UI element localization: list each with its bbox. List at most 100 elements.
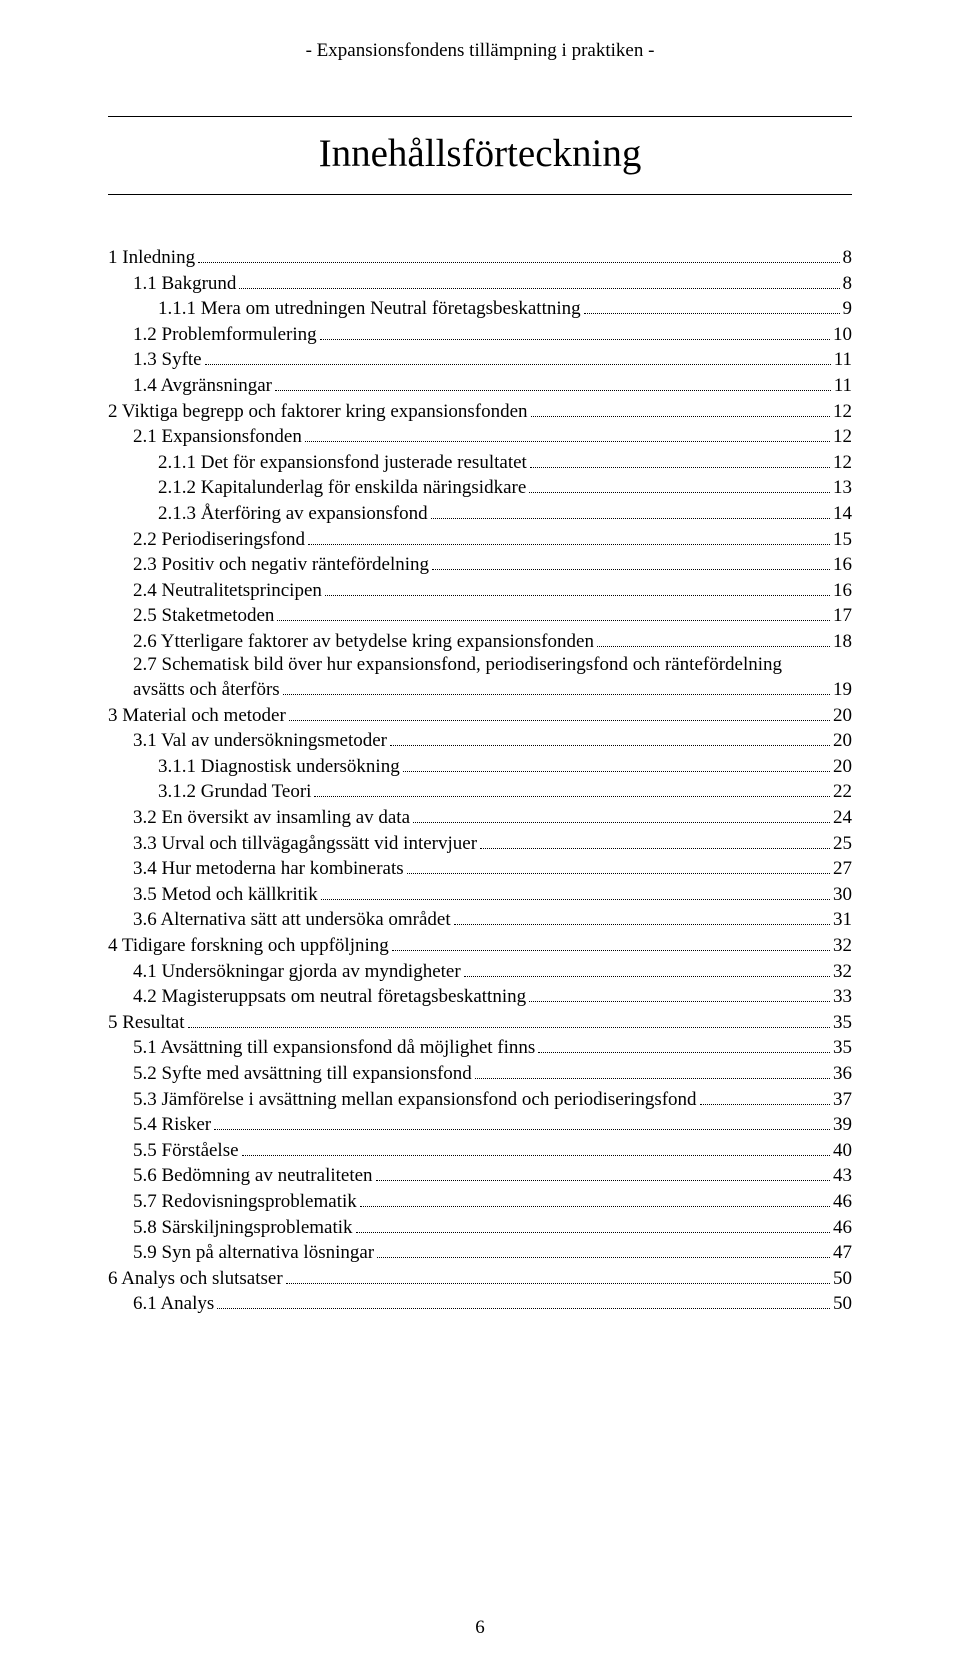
toc-page-number: 20	[833, 706, 852, 725]
toc-entry: 5.5 Förståelse 40	[108, 1138, 852, 1160]
toc-page-number: 16	[833, 555, 852, 574]
toc-entry: 3.1.2 Grundad Teori22	[108, 779, 852, 801]
toc-page-number: 33	[833, 987, 852, 1006]
toc-leader	[283, 677, 830, 695]
toc-entry: 2.6 Ytterligare faktorer av betydelse kr…	[108, 629, 852, 651]
toc-leader	[214, 1112, 830, 1130]
toc-entry: 3 Material och metoder 20	[108, 703, 852, 725]
toc-entry: 3.3 Urval och tillvägagångssätt vid inte…	[108, 831, 852, 853]
toc-leader	[198, 245, 839, 263]
toc-leader	[289, 703, 830, 721]
toc-label: 6.1 Analys	[133, 1294, 214, 1313]
toc-entry: 5.8 Särskiljningsproblematik46	[108, 1214, 852, 1236]
toc-label: 6 Analys och slutsatser	[108, 1269, 283, 1288]
toc-leader	[454, 907, 830, 925]
toc-label: 2.6 Ytterligare faktorer av betydelse kr…	[133, 632, 594, 651]
toc-entry: 3.2 En översikt av insamling av data24	[108, 805, 852, 827]
toc-label: 4.1 Undersökningar gjorda av myndigheter	[133, 962, 461, 981]
toc-entry: 5.3 Jämförelse i avsättning mellan expan…	[108, 1087, 852, 1109]
toc-leader	[217, 1291, 830, 1309]
toc-page-number: 30	[833, 885, 852, 904]
toc-page-number: 32	[833, 962, 852, 981]
toc-page-number: 43	[833, 1166, 852, 1185]
toc-label: 3.1.1 Diagnostisk undersökning	[158, 757, 400, 776]
toc-label: 5.9 Syn på alternativa lösningar	[133, 1243, 374, 1262]
toc-leader	[308, 527, 830, 545]
toc-label: 2.1 Expansionsfonden	[133, 427, 302, 446]
toc-leader	[464, 959, 830, 977]
toc-label: 1.1.1 Mera om utredningen Neutral företa…	[158, 299, 581, 318]
toc-page-number: 18	[833, 632, 852, 651]
toc-entry: 2.7 Schematisk bild över hur expansionsf…	[108, 655, 852, 674]
toc-label: 5.5 Förståelse	[133, 1141, 239, 1160]
toc-page-number: 32	[833, 936, 852, 955]
toc-label: 4 Tidigare forskning och uppföljning	[108, 936, 389, 955]
toc-entry: 5.2 Syfte med avsättning till expansions…	[108, 1061, 852, 1083]
toc-label: 3.1.2 Grundad Teori	[158, 782, 311, 801]
toc-page-number: 24	[833, 808, 852, 827]
toc-leader	[475, 1061, 830, 1079]
toc-leader	[584, 296, 840, 314]
toc-leader	[390, 728, 830, 746]
toc-label: 1.2 Problemformulering	[133, 325, 317, 344]
toc-entry: 5 Resultat 35	[108, 1010, 852, 1032]
toc-page-number: 19	[833, 680, 852, 699]
toc-leader	[376, 1163, 830, 1181]
toc-page-number: 47	[833, 1243, 852, 1262]
toc-label: 3.6 Alternativa sätt att undersöka områd…	[133, 910, 451, 929]
toc-entry: 6 Analys och slutsatser50	[108, 1266, 852, 1288]
toc-label: 3.5 Metod och källkritik	[133, 885, 318, 904]
toc-page-number: 35	[833, 1038, 852, 1057]
toc-label: 5 Resultat	[108, 1013, 185, 1032]
page-title: Innehållsförteckning	[108, 131, 852, 176]
toc-label: 5.1 Avsättning till expansionsfond då mö…	[133, 1038, 535, 1057]
toc-entry: 2.1.2 Kapitalunderlag för enskilda närin…	[108, 475, 852, 497]
toc-label: 3.3 Urval och tillvägagångssätt vid inte…	[133, 834, 477, 853]
toc-entry: 1.1 Bakgrund8	[108, 271, 852, 293]
toc-leader	[205, 347, 831, 365]
toc-label: avsätts och återförs	[133, 680, 280, 699]
toc-page-number: 11	[834, 350, 852, 369]
toc-page-number: 16	[833, 581, 852, 600]
toc-page-number: 40	[833, 1141, 852, 1160]
table-of-contents: 1 Inledning81.1 Bakgrund81.1.1 Mera om u…	[108, 245, 852, 1313]
toc-entry: 4.2 Magisteruppsats om neutral företagsb…	[108, 984, 852, 1006]
toc-label: 2.3 Positiv och negativ räntefördelning	[133, 555, 429, 574]
toc-entry: 2.5 Staketmetoden17	[108, 603, 852, 625]
toc-leader	[239, 271, 839, 289]
toc-entry: 2.1.3 Återföring av expansionsfond14	[108, 501, 852, 523]
toc-label: 2.2 Periodiseringsfond	[133, 530, 305, 549]
toc-leader	[356, 1214, 830, 1232]
toc-page-number: 39	[833, 1115, 852, 1134]
toc-entry: 4.1 Undersökningar gjorda av myndigheter…	[108, 959, 852, 981]
toc-leader	[305, 424, 830, 442]
toc-entry: 4 Tidigare forskning och uppföljning 32	[108, 933, 852, 955]
toc-page-number: 27	[833, 859, 852, 878]
toc-leader	[286, 1266, 830, 1284]
toc-entry: 2 Viktiga begrepp och faktorer kring exp…	[108, 399, 852, 421]
toc-entry: 3.1 Val av undersökningsmetoder20	[108, 728, 852, 750]
toc-page-number: 20	[833, 757, 852, 776]
toc-label: 3 Material och metoder	[108, 706, 286, 725]
toc-leader	[314, 779, 830, 797]
toc-leader	[275, 373, 831, 391]
toc-page-number: 8	[843, 248, 853, 267]
toc-label: 4.2 Magisteruppsats om neutral företagsb…	[133, 987, 526, 1006]
toc-page-number: 35	[833, 1013, 852, 1032]
toc-label: 5.3 Jämförelse i avsättning mellan expan…	[133, 1090, 697, 1109]
toc-entry: 3.4 Hur metoderna har kombinerats27	[108, 856, 852, 878]
toc-page-number: 31	[833, 910, 852, 929]
toc-page-number: 15	[833, 530, 852, 549]
toc-page-number: 9	[843, 299, 853, 318]
toc-entry: 5.7 Redovisningsproblematik46	[108, 1189, 852, 1211]
toc-leader	[432, 552, 830, 570]
toc-page-number: 25	[833, 834, 852, 853]
toc-entry: 1.4 Avgränsningar11	[108, 373, 852, 395]
toc-entry: 2.1.1 Det för expansionsfond justerade r…	[108, 450, 852, 472]
toc-entry: 5.4 Risker39	[108, 1112, 852, 1134]
toc-label: 3.1 Val av undersökningsmetoder	[133, 731, 387, 750]
running-header: - Expansionsfondens tillämpning i prakti…	[108, 40, 852, 62]
toc-label: 2.5 Staketmetoden	[133, 606, 274, 625]
toc-page-number: 50	[833, 1294, 852, 1313]
toc-page-number: 12	[833, 427, 852, 446]
